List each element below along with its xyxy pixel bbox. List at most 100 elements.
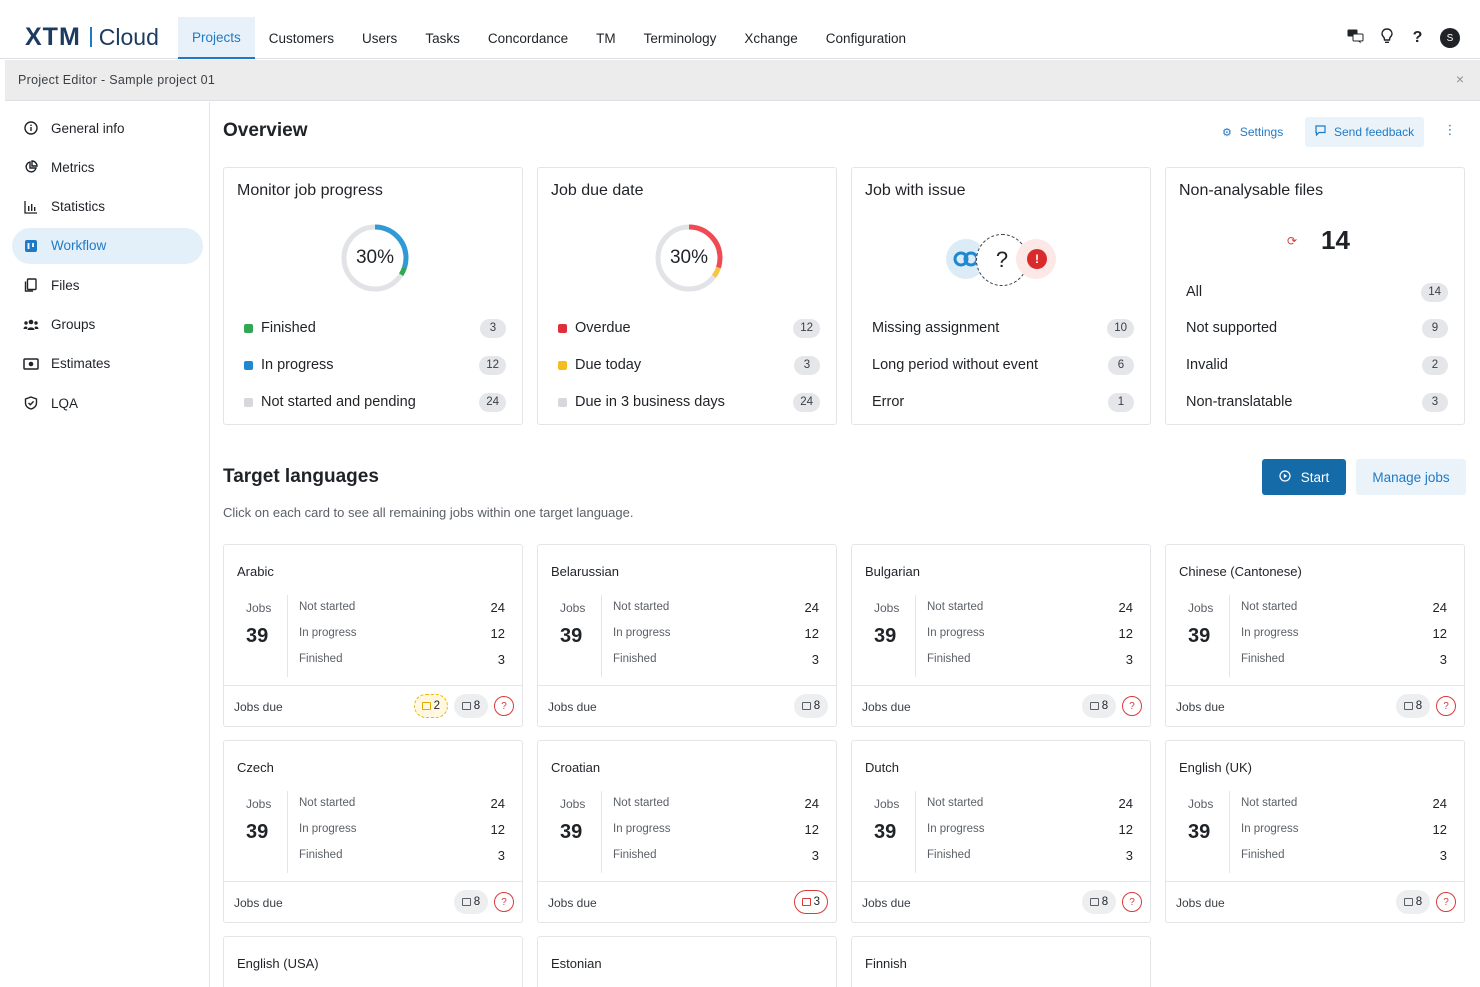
- monitor-job-progress-card[interactable]: Monitor job progress 30% Finished 3 In pro…: [223, 167, 523, 425]
- nav-item-users[interactable]: Users: [362, 30, 398, 46]
- language-name: Belarussian: [551, 564, 619, 579]
- not-started-label: Not started: [299, 797, 356, 809]
- language-card-belarussian[interactable]: Belarussian Jobs 39 Not started 24 In progres…: [537, 544, 837, 727]
- stat-row[interactable]: Not started and pending 24: [244, 391, 506, 413]
- stat-label: Finished: [261, 320, 316, 336]
- due-date-donut-chart: 30%: [654, 223, 724, 293]
- question-icon[interactable]: ?: [1122, 892, 1142, 912]
- jobs-due-normal-pill[interactable]: 8: [794, 694, 828, 718]
- sidebar-item-label: LQA: [51, 395, 79, 411]
- legend-dot: [244, 323, 253, 333]
- stat-row[interactable]: Overdue 12: [558, 317, 820, 339]
- chat-translate-icon[interactable]: [1347, 29, 1364, 48]
- language-name: Estonian: [551, 956, 602, 971]
- language-card-dutch[interactable]: Dutch Jobs 39 Not started 24 In progress 12 Fin…: [851, 740, 1151, 923]
- language-card-estonian[interactable]: Estonian: [537, 936, 837, 987]
- stat-row[interactable]: Due in 3 business days 24: [558, 391, 820, 413]
- jobs-due-normal-pill[interactable]: 8: [1082, 890, 1116, 914]
- in-progress-label: In progress: [927, 823, 985, 835]
- stat-row[interactable]: Long period without event 6: [872, 354, 1134, 376]
- stat-row[interactable]: Missing assignment 10: [872, 317, 1134, 339]
- send-feedback-button[interactable]: Send feedback: [1305, 117, 1425, 147]
- jobs-due-normal-pill[interactable]: 8: [454, 890, 488, 914]
- question-icon[interactable]: ?: [494, 696, 514, 716]
- jobs-total: 39: [1188, 625, 1211, 647]
- in-progress-count: 12: [490, 821, 505, 837]
- job-with-issue-card[interactable]: Job with issue ? ! Missing assignment 10 L…: [851, 167, 1151, 425]
- manage-jobs-button[interactable]: Manage jobs: [1356, 459, 1466, 495]
- language-name: Chinese (Cantonese): [1179, 564, 1302, 579]
- sidebar-item-files[interactable]: Files: [12, 267, 203, 303]
- avatar[interactable]: S: [1440, 28, 1460, 48]
- job-due-date-card[interactable]: Job due date 30% Overdue 12 Due today 3 Due …: [537, 167, 837, 425]
- finished-row: Finished 3: [927, 650, 1133, 668]
- language-card-chinese-cantonese[interactable]: Chinese (Cantonese) Jobs 39 Not started 24 In…: [1165, 544, 1465, 727]
- language-card-czech[interactable]: Czech Jobs 39 Not started 24 In progress 12 Fin…: [223, 740, 523, 923]
- non-analysable-files-card[interactable]: Non-analysable files ⟳ 14 All 14 Not suppo…: [1165, 167, 1465, 425]
- jobs-due-normal-pill[interactable]: 8: [1396, 694, 1430, 718]
- nav-item-terminology[interactable]: Terminology: [643, 30, 717, 46]
- sidebar-item-lqa[interactable]: LQA: [12, 385, 203, 421]
- sidebar-item-metrics[interactable]: Metrics: [12, 149, 203, 185]
- more-options-icon[interactable]: ⋮: [1443, 122, 1457, 137]
- sidebar-item-statistics[interactable]: Statistics: [12, 189, 203, 225]
- nav-item-concordance[interactable]: Concordance: [487, 30, 569, 46]
- language-card-english-usa[interactable]: English (USA): [223, 936, 523, 987]
- language-card-arabic[interactable]: Arabic Jobs 39 Not started 24 In progress 12 Fi…: [223, 544, 523, 727]
- nav-item-projects[interactable]: Projects: [178, 17, 255, 59]
- nav-item-tasks[interactable]: Tasks: [425, 30, 460, 46]
- nav-item-customers[interactable]: Customers: [268, 30, 335, 46]
- sidebar-item-label: Files: [51, 277, 80, 293]
- stat-label: Missing assignment: [872, 320, 1000, 336]
- stat-count-badge: 9: [1422, 318, 1448, 338]
- progress-donut-chart: 30%: [340, 223, 410, 293]
- question-icon[interactable]: ?: [494, 892, 514, 912]
- jobs-due-normal-pill[interactable]: 8: [454, 694, 488, 718]
- settings-button[interactable]: ⚙ Settings: [1212, 117, 1293, 147]
- stat-label: All: [1186, 284, 1203, 300]
- stat-row[interactable]: Not supported 9: [1186, 317, 1448, 339]
- jobs-due-warn-pill[interactable]: 2: [413, 694, 448, 718]
- jobs-due-danger-pill[interactable]: 3: [793, 890, 828, 914]
- question-icon[interactable]: ?: [1436, 892, 1456, 912]
- language-card-croatian[interactable]: Croatian Jobs 39 Not started 24 In progress 12…: [537, 740, 837, 923]
- stat-row[interactable]: In progress 12: [244, 354, 506, 376]
- jobs-due-footer: Jobs due 3: [538, 881, 836, 922]
- stat-row[interactable]: Error 1: [872, 391, 1134, 413]
- stat-row[interactable]: Due today 3: [558, 354, 820, 376]
- stat-row[interactable]: Invalid 2: [1186, 354, 1448, 376]
- logo-brand: XTM: [25, 22, 81, 51]
- stat-count-badge: 2: [1422, 355, 1448, 375]
- xtm-cloud-logo[interactable]: XTM Cloud: [25, 22, 159, 51]
- finished-label: Finished: [613, 849, 657, 861]
- calendar-icon: [1403, 898, 1413, 906]
- nav-item-xchange[interactable]: Xchange: [744, 30, 798, 46]
- start-button[interactable]: Start: [1262, 459, 1346, 495]
- sidebar-item-general-info[interactable]: General info: [12, 110, 203, 146]
- jobs-due-normal-pill[interactable]: 8: [1082, 694, 1116, 718]
- lightbulb-icon[interactable]: [1378, 28, 1395, 48]
- jobs-due-label: Jobs due: [1176, 896, 1225, 910]
- stat-row[interactable]: Finished 3: [244, 317, 506, 339]
- nav-item-tm[interactable]: TM: [596, 30, 616, 46]
- nav-item-configuration[interactable]: Configuration: [825, 30, 907, 46]
- jobs-due-normal-pill[interactable]: 8: [1396, 890, 1430, 914]
- in-progress-count: 12: [1118, 821, 1133, 837]
- stat-label: Due in 3 business days: [575, 394, 725, 410]
- sidebar-item-workflow[interactable]: Workflow: [12, 227, 203, 264]
- language-card-english-uk[interactable]: English (UK) Jobs 39 Not started 24 In progre…: [1165, 740, 1465, 923]
- jobs-due-footer: Jobs due 2 8?: [224, 685, 522, 726]
- question-icon[interactable]: ?: [1436, 696, 1456, 716]
- help-icon[interactable]: ?: [1412, 29, 1423, 46]
- sidebar-item-groups[interactable]: Groups: [12, 307, 203, 343]
- jobs-total: 39: [246, 821, 269, 843]
- jobs-due-footer: Jobs due 8?: [852, 685, 1150, 726]
- jobs-due-pills: 8?: [1396, 694, 1456, 718]
- language-card-bulgarian[interactable]: Bulgarian Jobs 39 Not started 24 In progress 1…: [851, 544, 1151, 727]
- sidebar-item-estimates[interactable]: Estimates: [12, 346, 203, 382]
- stat-row[interactable]: All 14: [1186, 281, 1448, 303]
- question-icon[interactable]: ?: [1122, 696, 1142, 716]
- close-icon[interactable]: ×: [1455, 71, 1464, 87]
- stat-row[interactable]: Non-translatable 3: [1186, 391, 1448, 413]
- language-card-finnish[interactable]: Finnish: [851, 936, 1151, 987]
